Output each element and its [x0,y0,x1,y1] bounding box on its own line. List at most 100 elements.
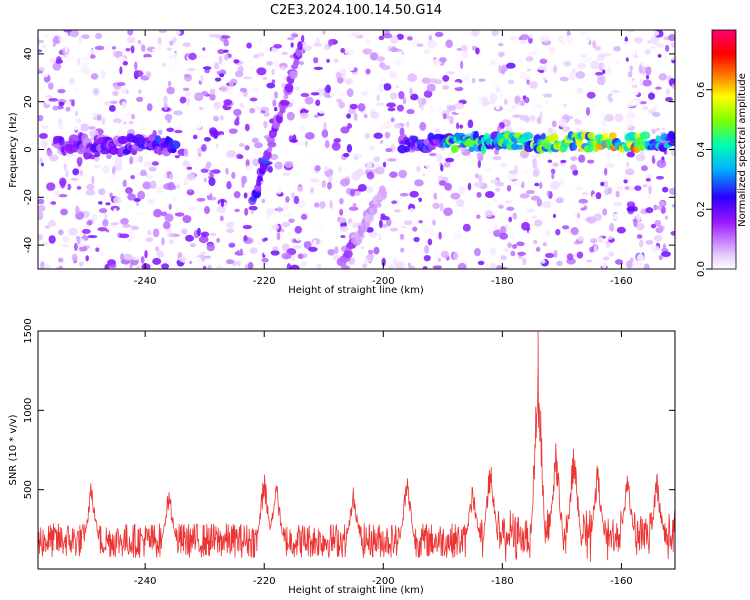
heatmap-blob [269,225,273,234]
snr-background [38,331,675,569]
heatmap-blob [339,178,350,187]
heatmap-blob [308,183,318,187]
heatmap-blob [172,30,181,36]
heatmap-blob [43,33,50,38]
heatmap-blob [198,152,202,157]
heatmap-blob [388,264,395,269]
heatmap-blob [95,247,100,252]
heatmap-blob [148,166,157,172]
heatmap-feature-blob [514,144,525,150]
heatmap-blob [186,67,196,72]
heatmap-blob [522,257,527,266]
heatmap-blob [477,260,485,266]
heatmap-blob [478,78,486,82]
heatmap-blob [97,227,108,232]
heatmap-blob [626,93,633,101]
heatmap-blob [391,200,398,205]
heatmap-blob [352,153,362,159]
heatmap-blob [550,180,560,190]
heatmap-blob [310,178,319,183]
heatmap-blob [291,192,295,199]
heatmap-blob [356,249,362,257]
heatmap-blob [498,53,504,58]
heatmap-blob [246,244,251,251]
heatmap-blob [226,228,235,234]
heatmap-blob [82,60,89,69]
heatmap-blob [590,60,600,70]
heatmap-blob [141,221,148,227]
heatmap-blob [635,49,646,57]
heatmap-blob [566,70,571,75]
heatmap-blob [445,39,453,49]
heatmap-blob [443,161,451,168]
heatmap-blob [505,108,514,113]
heatmap-blob [609,222,615,232]
heatmap-blob [421,77,432,84]
heatmap-blob [313,42,322,47]
heatmap-blob [64,169,69,179]
snr-frame [37,330,676,570]
heatmap-blob [626,151,636,158]
heatmap-blob [264,185,269,191]
heatmap-blob [230,247,238,253]
heatmap-blob [554,72,562,79]
heatmap-blob [239,248,243,255]
heatmap-blob [315,99,321,107]
heatmap-blob [399,192,409,197]
heatmap-blob [668,34,675,42]
heatmap-blob [324,140,330,149]
heatmap-blob [68,51,77,55]
heatmap-blob [153,208,163,218]
heatmap-blob [128,228,134,235]
heatmap-blob [434,256,439,262]
heatmap-blob [178,256,187,263]
heatmap-blob [668,187,675,195]
heatmap-blob [590,238,598,244]
heatmap-blob [76,237,81,245]
heatmap-blob [610,94,618,100]
heatmap-blob [280,228,285,233]
heatmap-blob [164,213,174,223]
heatmap-blob [202,47,206,51]
heatmap-blob [63,30,72,33]
heatmap-blob [188,52,197,61]
heatmap-blob [405,121,410,128]
heatmap-blob [117,130,125,136]
heatmap-blob [531,215,538,220]
heatmap-blob [550,168,556,175]
heatmap-blob [220,35,231,39]
heatmap-blob [608,251,615,257]
heatmap-blob [597,236,604,243]
heatmap-blob [510,250,516,257]
heatmap-blob [570,156,578,162]
heatmap-blob [204,69,210,74]
heatmap-blob [133,179,142,188]
heatmap-blob [46,182,56,191]
heatmap-blob [516,261,523,265]
heatmap-blob [376,94,381,102]
heatmap-blob [670,230,675,236]
heatmap-blob [183,178,189,186]
heatmap-blob [339,147,346,155]
heatmap-blob [390,117,395,123]
heatmap-blob [376,234,384,240]
heatmap-blob [223,49,229,53]
heatmap-blob [645,74,650,80]
heatmap-blob [489,262,497,269]
heatmap-blob [379,125,390,130]
heatmap-blob [280,66,286,71]
heatmap-feature-blob [587,146,594,153]
x-tick-label: -160 [610,576,633,587]
heatmap-blob [238,142,245,148]
heatmap-feature-blob [297,41,303,51]
heatmap-blob [90,73,99,80]
heatmap-blob [289,264,300,269]
heatmap-blob [426,262,431,267]
heatmap-blob [574,118,580,122]
heatmap-blob [213,115,219,122]
heatmap-blob [559,76,569,82]
heatmap-blob [58,265,64,269]
heatmap-blob [575,71,586,79]
heatmap-blob [382,33,393,39]
heatmap-blob [312,239,317,246]
